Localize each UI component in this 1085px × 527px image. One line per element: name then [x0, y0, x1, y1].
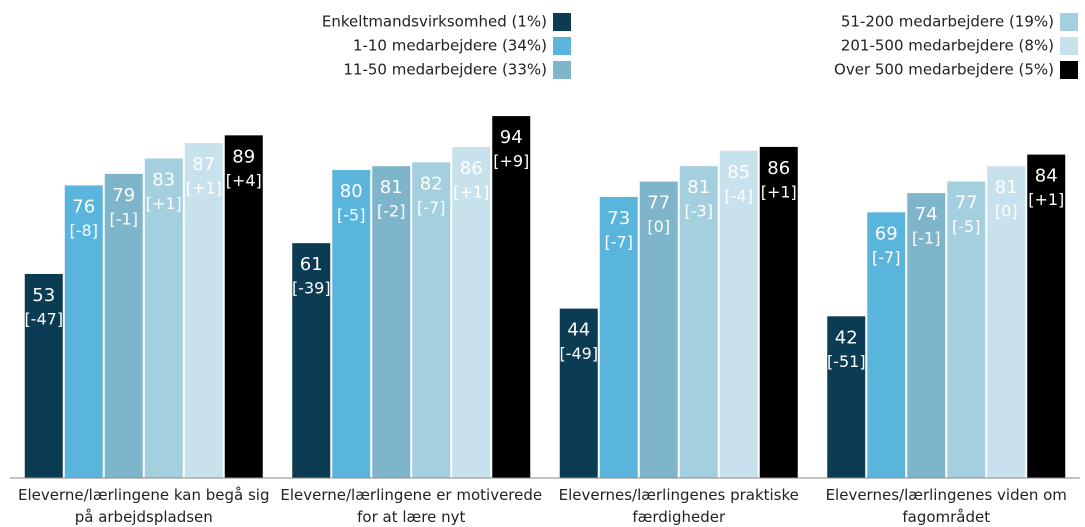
legend-swatch	[1060, 37, 1078, 55]
bar	[224, 135, 263, 478]
bar	[719, 150, 758, 478]
legend-label: 1-10 medarbejdere (34%)	[353, 37, 547, 55]
bar	[599, 196, 638, 478]
bar	[1027, 154, 1066, 478]
value-label: 87	[192, 154, 215, 175]
bar	[492, 116, 531, 478]
legend-label: Over 500 medarbejdere (5%)	[834, 61, 1054, 79]
category-label: Elevernes/lærlingenes praktiske færdighe…	[558, 486, 799, 526]
bar	[559, 308, 598, 478]
legend-label: 201-500 medarbejdere (8%)	[841, 37, 1054, 55]
legend-swatch	[1060, 61, 1078, 79]
value-label: 89	[232, 146, 255, 167]
bar	[679, 166, 718, 478]
category-label: Elevernes/lærlingenes viden om fagområde…	[825, 486, 1067, 526]
change-label: [+1]	[453, 182, 489, 201]
bar	[292, 243, 331, 478]
value-label: 81	[380, 177, 403, 198]
value-label: 42	[835, 327, 858, 348]
bar	[332, 170, 371, 478]
change-label: [-5]	[952, 217, 980, 236]
bar	[827, 316, 866, 478]
value-label: 82	[420, 173, 443, 194]
value-label: 84	[1035, 166, 1058, 187]
bar	[639, 181, 678, 479]
value-label: 80	[340, 181, 363, 202]
change-label: [-7]	[605, 232, 633, 251]
value-label: 77	[647, 193, 670, 214]
bar	[907, 193, 946, 478]
value-label: 44	[567, 320, 590, 341]
bar	[144, 158, 183, 478]
category-label: Eleverne/lærlingene kan begå sig på arbe…	[18, 486, 270, 526]
change-label: [+1]	[186, 179, 222, 198]
change-label: [-8]	[70, 221, 98, 240]
value-label: 79	[112, 185, 135, 206]
change-label: [0]	[647, 217, 670, 236]
bar	[412, 162, 451, 479]
value-label: 94	[500, 127, 523, 148]
legend-swatch	[1060, 13, 1078, 31]
legend-label: 51-200 medarbejdere (19%)	[841, 13, 1054, 31]
value-label: 81	[687, 177, 710, 198]
change-label: [+1]	[761, 182, 797, 201]
change-label: [-49]	[559, 344, 598, 363]
change-label: [-5]	[337, 206, 365, 225]
bar	[987, 166, 1026, 478]
change-label: [-1]	[110, 209, 138, 228]
bar	[867, 212, 906, 478]
change-label: [-3]	[685, 202, 713, 221]
bar	[452, 146, 491, 478]
bar	[64, 185, 103, 478]
value-label: 81	[995, 177, 1018, 198]
change-label: [+9]	[493, 152, 529, 171]
bar	[372, 166, 411, 478]
value-label: 77	[955, 193, 978, 214]
change-label: [+1]	[1028, 190, 1064, 209]
value-label: 76	[72, 196, 95, 217]
value-label: 61	[300, 254, 323, 275]
value-label: 85	[727, 162, 750, 183]
category-label: Eleverne/lærlingene er motiverede for at…	[280, 486, 543, 526]
value-label: 86	[460, 158, 483, 179]
change-label: [-47]	[24, 309, 63, 328]
bar	[104, 173, 143, 478]
change-label: [+4]	[226, 171, 262, 190]
value-label: 73	[607, 208, 630, 229]
change-label: [-7]	[872, 248, 900, 267]
change-label: [-51]	[827, 352, 866, 371]
change-label: [-2]	[377, 202, 405, 221]
change-label: [-4]	[725, 186, 753, 205]
value-label: 74	[915, 204, 938, 225]
change-label: [+1]	[146, 194, 182, 213]
bar	[947, 181, 986, 479]
value-label: 86	[767, 158, 790, 179]
legend-swatch	[553, 13, 571, 31]
bar	[759, 146, 798, 478]
value-label: 69	[875, 223, 898, 244]
bar	[24, 273, 63, 478]
change-label: [-1]	[912, 229, 940, 248]
legend-swatch	[553, 61, 571, 79]
bar	[184, 143, 223, 479]
legend-label: 11-50 medarbejdere (33%)	[343, 61, 547, 79]
change-label: [-39]	[292, 279, 331, 298]
change-label: [-7]	[417, 198, 445, 217]
value-label: 53	[32, 285, 55, 306]
change-label: [0]	[995, 202, 1018, 221]
legend-label: Enkeltmandsvirksomhed (1%)	[322, 13, 547, 31]
legend-swatch	[553, 37, 571, 55]
value-label: 83	[152, 169, 175, 190]
